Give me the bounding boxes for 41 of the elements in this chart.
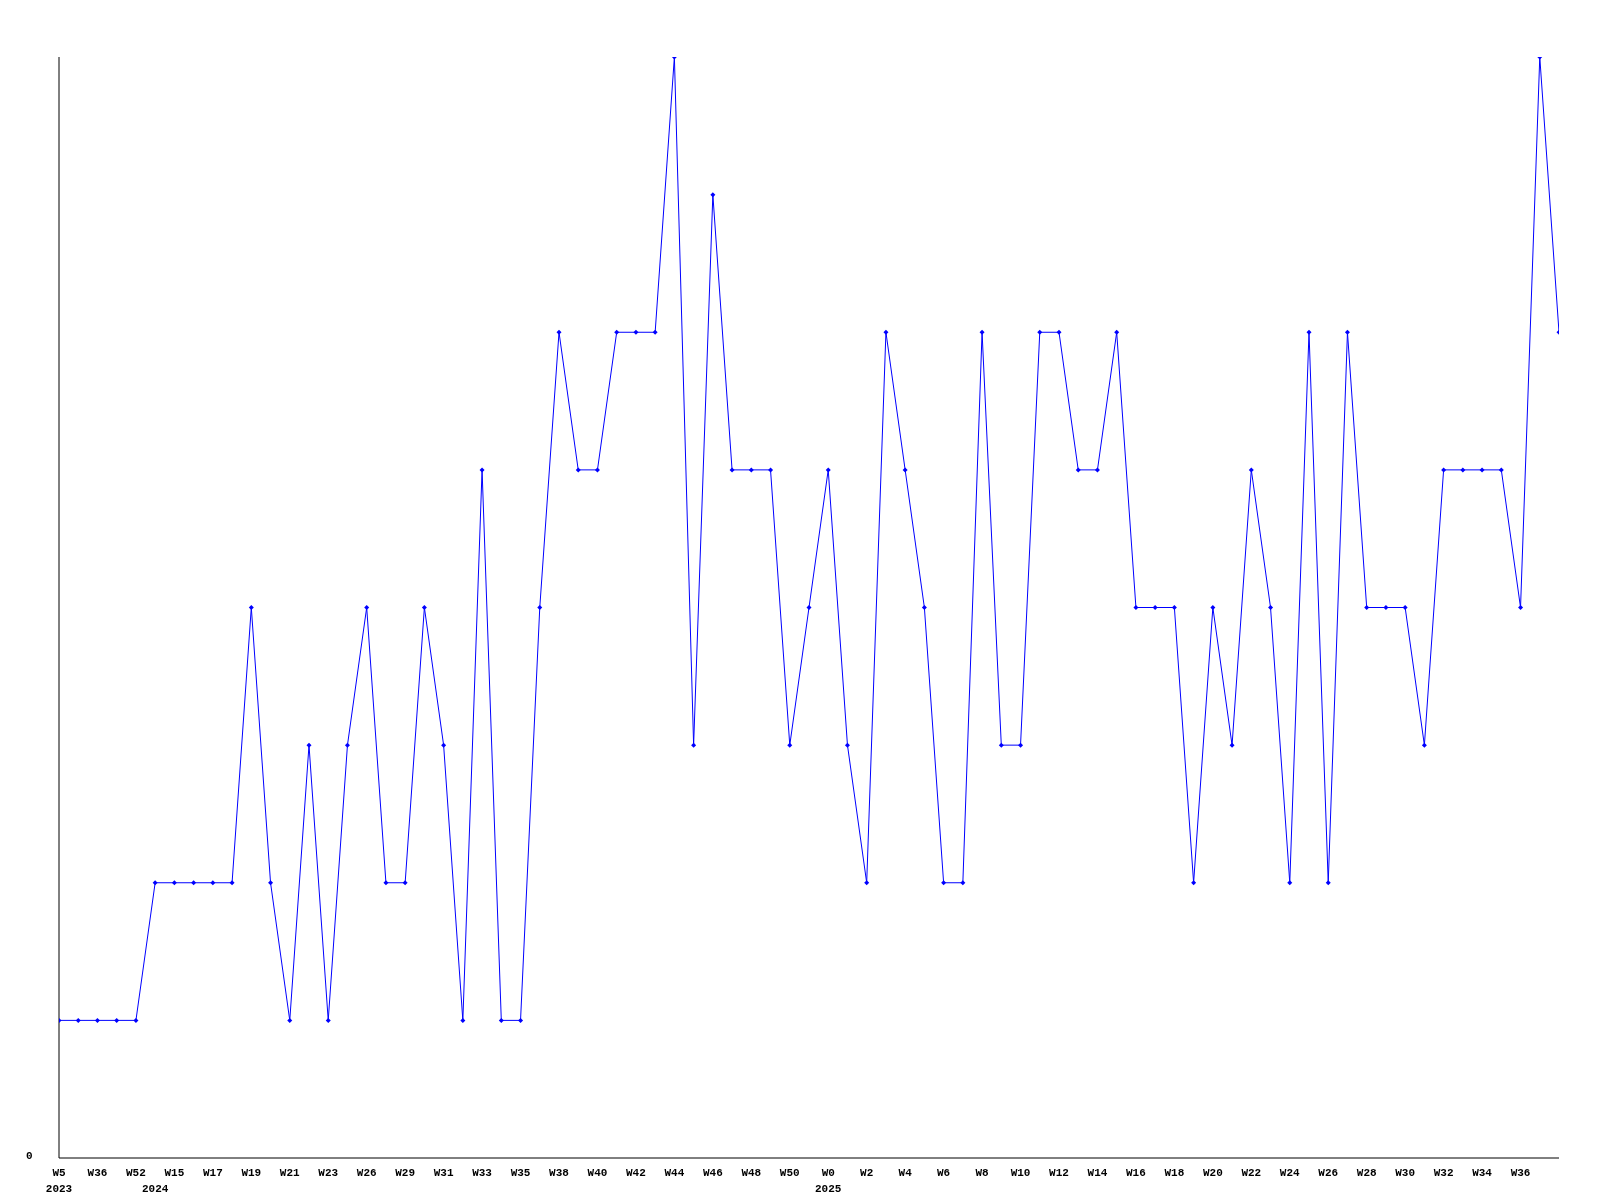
x-tick-label: W18 [1164, 1167, 1185, 1179]
x-tick-label: W42 [626, 1167, 646, 1179]
x-tick-label: W5 2023 [45, 1167, 73, 1195]
x-tick-label: W36 [87, 1167, 108, 1179]
x-tick-label: W29 [395, 1167, 416, 1179]
x-tick-label: W38 [549, 1167, 570, 1179]
x-tick-label: W28 [1356, 1167, 1377, 1179]
x-tick-label: W40 [587, 1167, 608, 1179]
x-tick-label: W17 [202, 1167, 223, 1179]
x-tick-label: W33 [472, 1167, 493, 1179]
x-tick-label: W20 [1202, 1167, 1223, 1179]
x-tick-label: W4 [898, 1167, 913, 1179]
x-tick-label: W16 [1126, 1167, 1146, 1179]
x-tick-label: W21 [279, 1167, 301, 1179]
x-tick-label: W14 [1087, 1167, 1108, 1179]
x-tick-label: W10 [1010, 1167, 1031, 1179]
x-tick-label: W31 [433, 1167, 454, 1179]
x-tick-label: W32 [1433, 1167, 1454, 1179]
x-tick-label: W23 [318, 1167, 339, 1179]
x-tick-label: W2 [860, 1167, 874, 1179]
x-tick-label: W24 [1279, 1167, 1301, 1179]
x-tick-label: W22 [1241, 1167, 1262, 1179]
x-tick-label: W48 [741, 1167, 762, 1179]
x-tick-label: 2024 [141, 1183, 169, 1195]
x-tick-label: W35 [510, 1167, 531, 1179]
x-tick-label: W12 [1049, 1167, 1069, 1179]
x-tick-label: W30 [1395, 1167, 1416, 1179]
x-tick-label: W26 [1318, 1167, 1339, 1179]
x-tick-label: W8 [975, 1167, 990, 1179]
x-tick-label: W46 [702, 1167, 723, 1179]
x-tick-label: W52 [126, 1167, 146, 1179]
x-tick-label: W19 [241, 1167, 262, 1179]
x-tick-label: W50 [779, 1167, 800, 1179]
x-tick-label: W0 2025 [815, 1167, 842, 1195]
x-tick-label: W6 [937, 1167, 951, 1179]
x-tick-label: W44 [664, 1167, 685, 1179]
x-tick-label: W36 [1510, 1167, 1531, 1179]
x-tick-label: W26 [356, 1167, 377, 1179]
x-tick-label: W15 [164, 1167, 185, 1179]
x-tick-label: W34 [1472, 1167, 1493, 1179]
text: 0 [26, 1150, 33, 1162]
